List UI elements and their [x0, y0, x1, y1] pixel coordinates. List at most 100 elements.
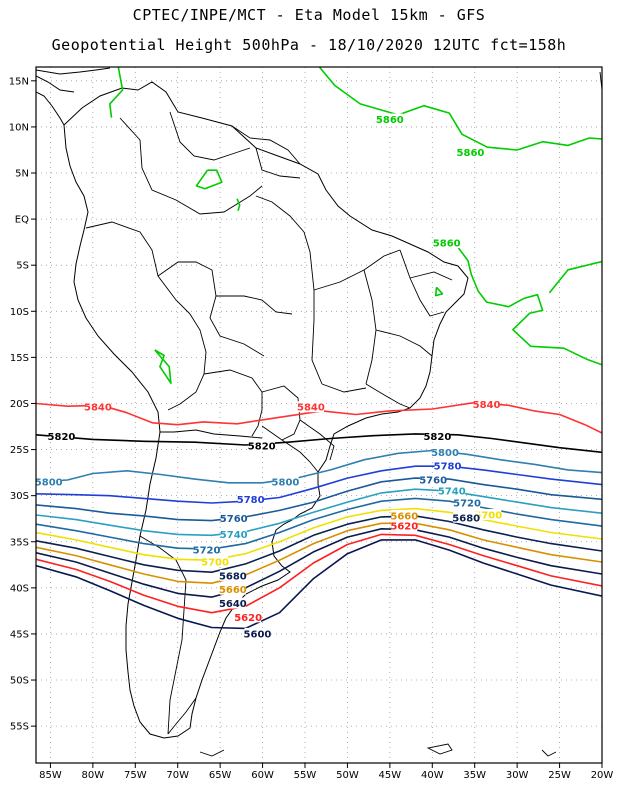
lat-tick-label: 15S	[10, 353, 29, 364]
contour-label-bg	[424, 430, 451, 442]
contour-label-bg	[473, 398, 500, 410]
title-line-2: Geopotential Height 500hPa - 18/10/2020 …	[51, 36, 567, 54]
contour-label-5860: 5860	[376, 115, 404, 126]
contour-label-5840: 5840	[473, 400, 501, 411]
contour-label-bg	[272, 475, 299, 487]
contour-label-5700: 5700	[201, 558, 229, 569]
contour-label-5760: 5760	[220, 514, 248, 525]
contour-5860	[236, 198, 241, 212]
lon-tick-label: 60W	[251, 770, 274, 781]
contour-label-5860: 5860	[457, 148, 485, 159]
contour-label-bg	[453, 511, 480, 523]
contour-5860	[434, 286, 444, 297]
contour-5860	[109, 67, 124, 118]
central-america-outline	[36, 75, 75, 126]
contour-label-5680: 5680	[452, 513, 480, 524]
contour-label-bg	[475, 509, 502, 521]
contour-label-bg	[438, 485, 465, 497]
contour-label-bg	[457, 146, 484, 158]
lon-tick-label: 65W	[209, 770, 232, 781]
contour-5860	[195, 169, 223, 190]
contour-label-bg	[219, 583, 246, 595]
lon-tick-label: 30W	[506, 770, 529, 781]
contour-label-5660: 5660	[219, 585, 247, 596]
contour-label-5800: 5800	[431, 448, 459, 459]
lat-tick-label: 35S	[10, 537, 29, 548]
contour-label-5680: 5680	[219, 571, 247, 582]
axis-ticks: 15N 10N 5N EQ 5S 10S 15S 20S 25S 30S 35S 40S 45S 50S 5…	[9, 76, 614, 781]
lat-tick-label: 10S	[10, 307, 29, 318]
contour-5860	[448, 238, 602, 366]
contour-5860	[318, 67, 602, 151]
lon-tick-label: 35W	[463, 770, 486, 781]
contour-labels: 5860 5860 5860 5840 5840 5840 5820 5820 5820 5800…	[35, 113, 502, 640]
contour-label-5860: 5860	[433, 239, 461, 250]
contour-label-bg	[84, 401, 111, 413]
contour-label-5700: 5700	[474, 511, 502, 522]
contour-label-5740: 5740	[438, 487, 466, 498]
south-america-outline	[63, 81, 469, 739]
contour-label-5840: 5840	[84, 403, 112, 414]
lon-tick-label: 40W	[421, 770, 444, 781]
lat-tick-label: EQ	[15, 215, 29, 226]
lat-tick-label: 5S	[16, 261, 29, 272]
contour-label-bg	[433, 237, 460, 249]
lat-tick-label: 55S	[10, 722, 29, 733]
contour-label-bg	[220, 512, 247, 524]
contour-5860	[154, 349, 172, 384]
lat-tick-label: 5N	[15, 169, 29, 180]
contour-5620	[36, 533, 602, 614]
contour-label-5620: 5620	[390, 522, 418, 533]
contour-label-5820: 5820	[248, 441, 276, 452]
contour-label-5800: 5800	[35, 477, 63, 488]
lat-tick-label: 45S	[10, 629, 29, 640]
contour-label-bg	[193, 544, 220, 556]
lon-tick-label: 80W	[82, 770, 105, 781]
contour-label-bg	[219, 569, 246, 581]
contour-label-bg	[220, 528, 247, 540]
lon-tick-label: 25W	[548, 770, 571, 781]
lon-tick-label: 20W	[591, 770, 614, 781]
lon-tick-label: 85W	[39, 770, 62, 781]
contour-label-5820: 5820	[48, 432, 76, 443]
lat-tick-label: 40S	[10, 583, 29, 594]
contour-5820	[36, 433, 602, 454]
contour-5740	[36, 488, 602, 537]
contour-label-bg	[432, 446, 459, 458]
lon-tick-label: 70W	[166, 770, 189, 781]
contour-label-bg	[235, 611, 262, 623]
lat-tick-label: 15N	[9, 76, 29, 87]
contour-label-5800: 5800	[272, 477, 300, 488]
lon-tick-label: 55W	[294, 770, 317, 781]
contour-label-5620: 5620	[234, 613, 262, 624]
contour-label-5600: 5600	[244, 629, 272, 640]
contour-label-bg	[237, 493, 264, 505]
contour-label-bg	[391, 520, 418, 532]
contour-label-5820: 5820	[423, 432, 451, 443]
contour-5760	[36, 477, 602, 522]
lat-tick-label: 10N	[9, 122, 29, 133]
country-borders	[85, 111, 453, 735]
lat-tick-label: 50S	[10, 676, 29, 687]
contour-5640	[36, 528, 602, 598]
contour-label-bg	[248, 439, 275, 451]
contour-label-bg	[48, 430, 75, 442]
lat-tick-label: 30S	[10, 491, 29, 502]
lat-tick-label: 25S	[10, 445, 29, 456]
contour-5600	[36, 539, 602, 630]
contour-label-5720: 5720	[453, 499, 481, 510]
contour-label-bg	[297, 401, 324, 413]
contour-label-5660: 5660	[390, 511, 418, 522]
contour-label-5840: 5840	[297, 403, 325, 414]
contour-label-5780: 5780	[434, 462, 462, 473]
contour-label-bg	[36, 475, 62, 487]
contour-label-bg	[244, 627, 271, 639]
contour-5860	[548, 260, 602, 294]
contour-label-bg	[454, 497, 481, 509]
plot-frame	[35, 66, 603, 764]
contour-label-5720: 5720	[193, 546, 221, 557]
lat-tick-label: 20S	[10, 399, 29, 410]
map-gridlines	[36, 67, 603, 763]
contour-label-bg	[219, 597, 246, 609]
contour-5660	[36, 522, 602, 584]
